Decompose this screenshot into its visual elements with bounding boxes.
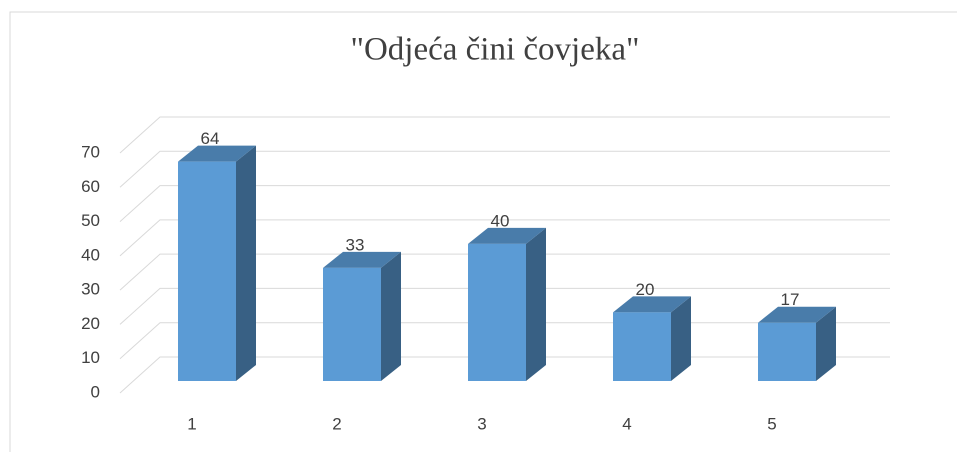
grid-line bbox=[119, 116, 890, 154]
bar-front bbox=[323, 267, 381, 381]
bar bbox=[323, 251, 401, 381]
bar bbox=[468, 227, 546, 381]
y-tick-label: 10 bbox=[81, 348, 100, 367]
bar-front bbox=[178, 161, 236, 381]
x-tick-label: 3 bbox=[477, 414, 486, 433]
bar bbox=[613, 296, 691, 381]
y-tick-label: 20 bbox=[81, 314, 100, 333]
bar-top bbox=[178, 145, 256, 162]
y-tick-label: 70 bbox=[81, 142, 100, 161]
y-tick-label: 60 bbox=[81, 177, 100, 196]
grid-line bbox=[119, 150, 890, 188]
chart-border bbox=[9, 11, 957, 452]
data-label: 20 bbox=[636, 280, 655, 299]
x-tick-label: 1 bbox=[187, 414, 196, 433]
bar-side bbox=[236, 145, 256, 381]
y-tick-label: 40 bbox=[81, 245, 100, 264]
grid-line bbox=[119, 185, 890, 222]
x-tick-label: 2 bbox=[332, 414, 341, 433]
data-label: 64 bbox=[201, 129, 220, 148]
bar-top bbox=[758, 306, 836, 323]
grid-line bbox=[119, 253, 890, 291]
bar-side bbox=[526, 227, 546, 381]
data-label: 17 bbox=[781, 290, 800, 309]
bar bbox=[178, 145, 256, 381]
bar-top bbox=[613, 296, 691, 313]
grid-line bbox=[119, 219, 890, 257]
grid-line bbox=[119, 287, 890, 325]
x-tick-label: 4 bbox=[622, 414, 631, 433]
bar bbox=[758, 306, 836, 381]
data-label: 33 bbox=[346, 235, 365, 254]
bar-side bbox=[671, 296, 691, 381]
chart-title: "Odjeća čini čovjeka" bbox=[351, 32, 640, 68]
bar-front bbox=[758, 322, 816, 381]
bar-top bbox=[468, 227, 546, 244]
bar-front bbox=[613, 312, 671, 381]
bar-front bbox=[468, 243, 526, 381]
bar-top bbox=[323, 251, 401, 268]
y-tick-label: 0 bbox=[91, 382, 100, 401]
bar-side bbox=[816, 306, 836, 381]
y-tick-label: 50 bbox=[81, 211, 100, 230]
bar-side bbox=[381, 251, 401, 381]
data-label: 40 bbox=[491, 211, 510, 230]
x-tick-label: 5 bbox=[767, 414, 776, 433]
y-tick-label: 30 bbox=[81, 280, 100, 299]
